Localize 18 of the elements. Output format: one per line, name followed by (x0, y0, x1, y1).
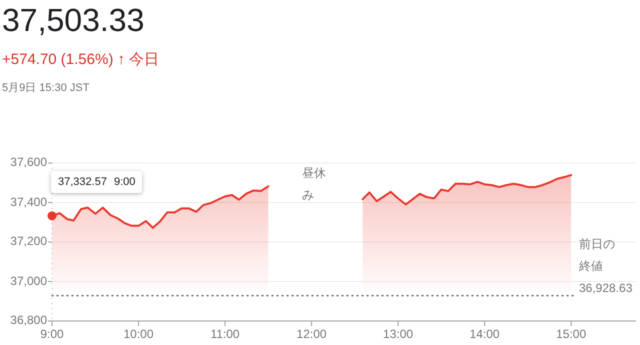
y-tick-label: 37,200 (9, 234, 47, 248)
annotation: 37,332.57 9:00 (51, 171, 142, 193)
y-tick-label: 36,800 (9, 313, 47, 327)
y-tick-label: 37,400 (9, 194, 47, 208)
x-tick-label: 9:00 (39, 327, 65, 341)
x-tick-label: 11:00 (209, 327, 241, 341)
x-tick-label: 13:00 (382, 327, 414, 341)
ref-line-label: 前日の終値 36,928.63 (579, 236, 632, 297)
chart-subtitle: +574.70 (1.56%) ↑ 今日 (2, 50, 160, 69)
x-tick-label: 14:00 (468, 327, 501, 341)
x-tick-label: 12:00 (296, 327, 328, 341)
x-tick-label: 15:00 (555, 327, 588, 341)
text: 5月9日 15:30 JST (2, 81, 90, 95)
annotation: 昼休み (302, 165, 327, 204)
chart-title: 37,503.33 (2, 2, 144, 39)
y-tick-label: 37,600 (9, 155, 47, 169)
x-tick-label: 10:00 (122, 327, 155, 341)
y-tick-label: 37,000 (9, 274, 47, 288)
